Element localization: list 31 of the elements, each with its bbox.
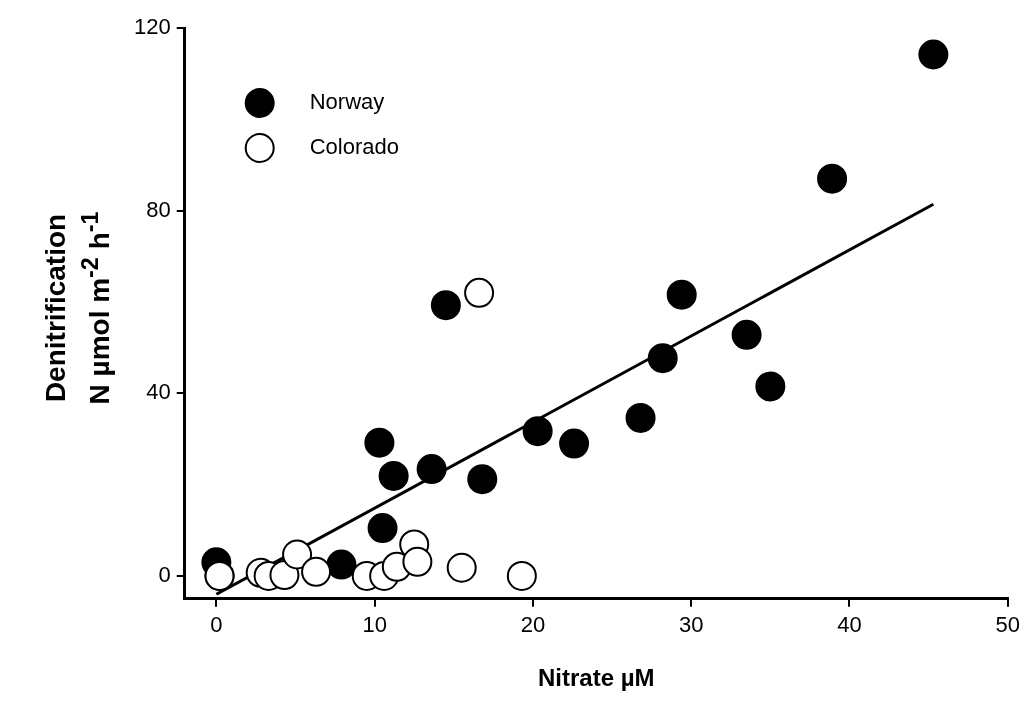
point bbox=[918, 39, 949, 70]
point bbox=[367, 513, 398, 544]
point bbox=[755, 371, 786, 402]
legend-label: Colorado bbox=[309, 134, 399, 160]
y-tick-label: 40 bbox=[146, 379, 171, 405]
point bbox=[364, 427, 395, 458]
x-tick-label: 30 bbox=[678, 612, 704, 638]
point bbox=[378, 460, 409, 491]
point bbox=[326, 549, 357, 580]
x-tick-label: 10 bbox=[362, 612, 387, 638]
point bbox=[817, 163, 848, 194]
x-tick-label: 50 bbox=[995, 612, 1021, 638]
point bbox=[416, 454, 447, 485]
y-tick-label: 120 bbox=[133, 14, 171, 40]
y-tick-label: 0 bbox=[158, 562, 171, 588]
point bbox=[430, 290, 461, 321]
x-axis-title: Nitrate µM bbox=[537, 664, 655, 692]
point bbox=[647, 343, 678, 374]
legend-label: Norway bbox=[309, 89, 385, 115]
point bbox=[467, 464, 498, 495]
x-tick-label: 40 bbox=[837, 612, 862, 638]
y-tick-label: 80 bbox=[146, 196, 171, 222]
point bbox=[282, 539, 313, 570]
point bbox=[522, 416, 553, 447]
x-tick-label: 20 bbox=[520, 612, 546, 638]
point bbox=[559, 428, 590, 459]
point bbox=[625, 402, 656, 433]
x-tick-label: 0 bbox=[210, 612, 223, 638]
point bbox=[402, 546, 433, 577]
point bbox=[666, 279, 697, 310]
point bbox=[731, 319, 762, 350]
